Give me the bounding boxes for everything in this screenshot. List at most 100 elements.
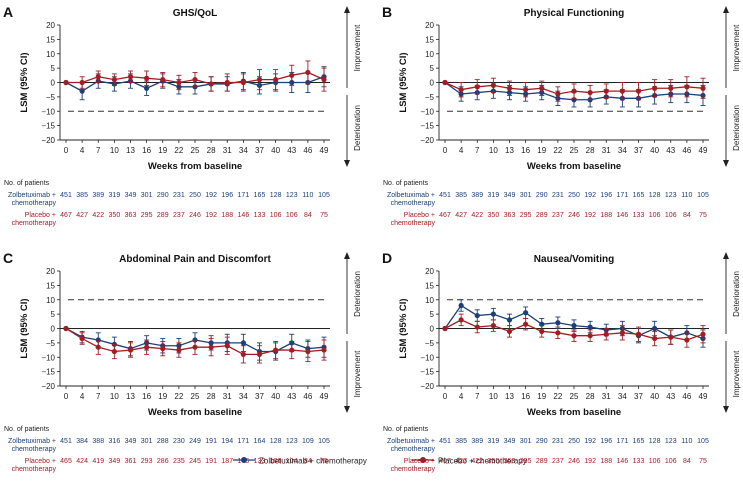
y-tick-label: −5	[425, 93, 435, 102]
data-point	[144, 344, 150, 350]
placebo-count: 245	[189, 458, 201, 465]
x-tick-label: 37	[255, 392, 264, 401]
x-tick-label: 37	[255, 146, 264, 155]
placebo-row-label: chemotherapy	[12, 220, 57, 227]
series-placebo	[63, 325, 327, 364]
x-tick-label: 28	[586, 392, 595, 401]
data-point	[652, 85, 658, 91]
zolbe-row-label: chemotherapy	[12, 446, 57, 453]
data-point	[523, 310, 529, 316]
x-tick-label: 34	[618, 146, 627, 155]
data-point	[224, 79, 230, 86]
placebo-count: 246	[568, 458, 580, 465]
y-tick-label: 10	[425, 296, 434, 305]
data-point	[273, 77, 279, 83]
placebo-count: 237	[552, 458, 564, 465]
zolbe-count: 319	[488, 438, 500, 445]
x-tick-label: 16	[521, 392, 530, 401]
y-tick-label: 15	[46, 35, 55, 44]
data-point	[95, 74, 101, 80]
arrow-up-label: Deterioration	[732, 271, 741, 317]
panel-letter: C	[3, 250, 13, 266]
zolbe-count: 196	[600, 438, 612, 445]
y-tick-label: −20	[41, 136, 55, 145]
data-point	[192, 77, 198, 83]
zolbe-count: 230	[173, 438, 185, 445]
zolbe-count: 385	[455, 192, 467, 199]
zolbe-count: 451	[439, 438, 451, 445]
x-tick-label: 16	[521, 146, 530, 155]
placebo-count: 465	[60, 458, 72, 465]
placebo-count: 246	[568, 212, 580, 219]
data-point	[571, 333, 577, 339]
zolbe-count: 171	[238, 192, 250, 199]
legend-zolbe-marker	[241, 457, 247, 463]
data-point	[321, 77, 327, 83]
panel-c: C Abdominal Pain and Discomfort −20 −15 −10 −…	[3, 250, 362, 473]
data-point	[111, 77, 117, 83]
placebo-count: 422	[471, 458, 483, 465]
patients-header: No. of patients	[4, 426, 50, 433]
data-point	[603, 88, 609, 94]
zolbe-count: 319	[488, 192, 500, 199]
placebo-count: 187	[221, 458, 233, 465]
data-point	[63, 325, 69, 332]
placebo-count: 188	[600, 458, 612, 465]
arrow-down-label: Deterioration	[732, 105, 741, 151]
data-point	[95, 344, 101, 350]
series-placebo	[442, 76, 706, 102]
y-tick-label: 0	[430, 79, 435, 88]
placebo-count: 237	[552, 212, 564, 219]
placebo-count: 106	[286, 212, 298, 219]
placebo-count: 295	[520, 458, 532, 465]
placebo-count: 192	[205, 212, 217, 219]
placebo-count: 106	[270, 212, 282, 219]
zolbe-count: 349	[125, 438, 137, 445]
x-tick-label: 13	[505, 392, 514, 401]
zolbe-count: 385	[455, 438, 467, 445]
data-point	[587, 324, 593, 330]
y-tick-label: 10	[46, 50, 55, 59]
y-axis-label: LSM (95% CI)	[398, 298, 409, 358]
placebo-count: 350	[488, 212, 500, 219]
zolbe-count: 196	[600, 192, 612, 199]
placebo-count: 191	[205, 458, 217, 465]
placebo-count: 84	[304, 212, 312, 219]
data-point	[506, 85, 513, 91]
x-tick-label: 22	[174, 392, 183, 401]
x-tick-label: 28	[207, 146, 216, 155]
data-point	[458, 317, 464, 323]
data-point	[555, 91, 561, 97]
x-tick-label: 19	[158, 146, 167, 155]
placebo-count: 104	[286, 458, 298, 465]
placebo-row-label: Placebo +	[25, 458, 56, 465]
data-point	[555, 330, 561, 336]
panel-title: Abdominal Pain and Discomfort	[119, 254, 271, 265]
panel-title: Nausea/Vomiting	[534, 254, 614, 265]
x-tick-label: 25	[570, 392, 579, 401]
zolbe-count: 165	[254, 192, 266, 199]
x-tick-label: 7	[96, 392, 101, 401]
zolbe-count: 249	[189, 438, 201, 445]
data-point	[684, 84, 690, 90]
panel-b: B Physical Functioning −20 −15 −10 −5 0 5 10 15 20…	[382, 4, 741, 227]
data-point	[208, 344, 214, 350]
placebo-count: 289	[536, 458, 548, 465]
arrow-down-head	[723, 406, 729, 413]
y-tick-label: −15	[420, 122, 434, 131]
zolbe-count: 389	[92, 192, 104, 199]
placebo-count: 361	[125, 458, 137, 465]
zolbe-count: 192	[584, 192, 596, 199]
data-point	[539, 328, 545, 334]
data-point	[289, 72, 295, 78]
zolbe-count: 165	[633, 192, 645, 199]
zolbe-count: 451	[60, 192, 72, 199]
data-point	[587, 89, 593, 96]
x-tick-label: 37	[634, 392, 643, 401]
data-point	[700, 85, 706, 91]
zolbe-count: 231	[552, 192, 564, 199]
placebo-count: 293	[141, 458, 153, 465]
x-tick-label: 49	[699, 392, 708, 401]
